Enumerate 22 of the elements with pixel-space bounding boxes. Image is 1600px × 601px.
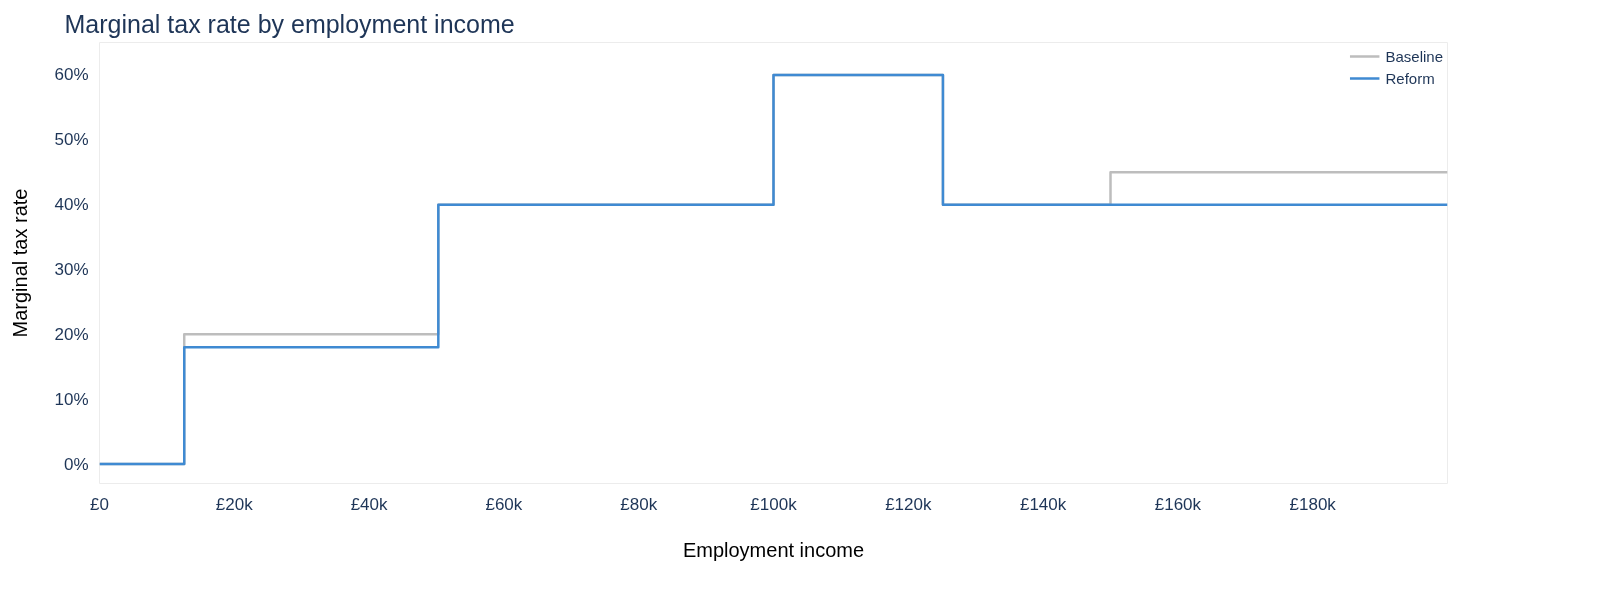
x-tick-label: £160k bbox=[1154, 494, 1202, 514]
x-tick-label: £40k bbox=[350, 494, 389, 514]
x-tick-label: £140k bbox=[1019, 494, 1067, 514]
y-tick-label: 60% bbox=[54, 65, 89, 85]
y-axis-title: Marginal tax rate bbox=[9, 188, 32, 338]
x-tick-label: £80k bbox=[620, 494, 658, 514]
x-tick-label: £100k bbox=[750, 494, 798, 514]
legend-label: Baseline bbox=[1385, 47, 1443, 65]
y-tick-label: 10% bbox=[54, 389, 89, 409]
x-tick-label: £20k bbox=[215, 494, 254, 514]
y-tick-label: 0% bbox=[63, 454, 89, 474]
y-tick-label: 50% bbox=[54, 130, 89, 150]
x-axis-title: Employment income bbox=[682, 538, 865, 561]
x-tick-label: £0 bbox=[90, 494, 109, 514]
legend-label: Reform bbox=[1385, 69, 1436, 87]
x-tick-label: £180k bbox=[1289, 494, 1337, 514]
y-tick-label: 40% bbox=[54, 195, 89, 215]
y-tick-label: 20% bbox=[54, 324, 89, 344]
chart-title: Marginal tax rate by employment income bbox=[64, 9, 515, 38]
x-tick-label: £60k bbox=[485, 494, 523, 514]
y-tick-label: 30% bbox=[54, 259, 89, 279]
x-tick-label: £120k bbox=[885, 494, 932, 514]
